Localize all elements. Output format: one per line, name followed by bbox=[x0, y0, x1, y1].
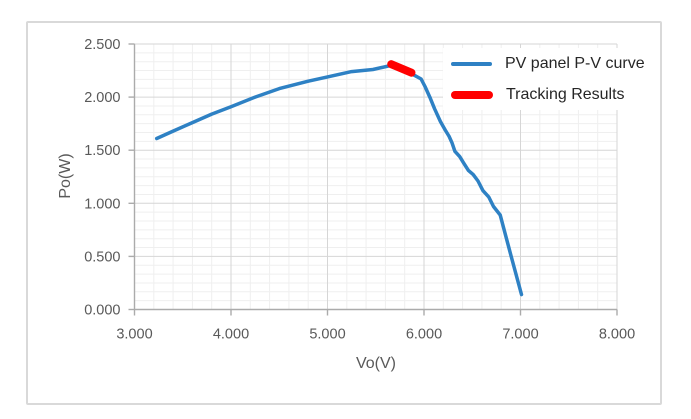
y-tick-label: 2.500 bbox=[84, 37, 120, 53]
pv-panel-pv-curve-line bbox=[154, 63, 524, 297]
tracking-results-line bbox=[387, 60, 416, 77]
tick-labels: 3.000 4.000 5.000 6.000 7.000 8.000 0.000 0.500… bbox=[84, 37, 635, 343]
y-tick-label: 2.000 bbox=[84, 90, 120, 106]
x-tick-label: 7.000 bbox=[502, 327, 538, 343]
x-tick-label: 4.000 bbox=[213, 327, 249, 343]
legend-label-pv-curve: PV panel P-V curve bbox=[505, 54, 645, 72]
series-lines bbox=[154, 60, 524, 297]
axes bbox=[128, 43, 618, 316]
x-tick-label: 5.000 bbox=[309, 327, 345, 343]
legend-item-tracking-results: Tracking Results bbox=[443, 80, 645, 110]
x-axis-title: Vo(V) bbox=[355, 355, 396, 372]
pv-curve-line-swatch-icon bbox=[451, 61, 492, 66]
legend: PV panel P-V curve Tracking Results bbox=[443, 48, 645, 110]
y-tick-label: 1.000 bbox=[84, 196, 120, 212]
legend-item-pv-curve: PV panel P-V curve bbox=[443, 49, 645, 79]
legend-label-tracking-results: Tracking Results bbox=[506, 85, 625, 103]
y-tick-label: 1.500 bbox=[84, 143, 120, 159]
x-tick-label: 6.000 bbox=[406, 327, 442, 343]
x-tick-label: 8.000 bbox=[599, 327, 635, 343]
y-axis-title: Po(W) bbox=[57, 153, 74, 199]
y-tick-label: 0.500 bbox=[84, 249, 120, 265]
y-tick-label: 0.000 bbox=[84, 303, 120, 319]
tracking-results-swatch-icon bbox=[451, 90, 493, 99]
x-tick-label: 3.000 bbox=[116, 327, 152, 343]
